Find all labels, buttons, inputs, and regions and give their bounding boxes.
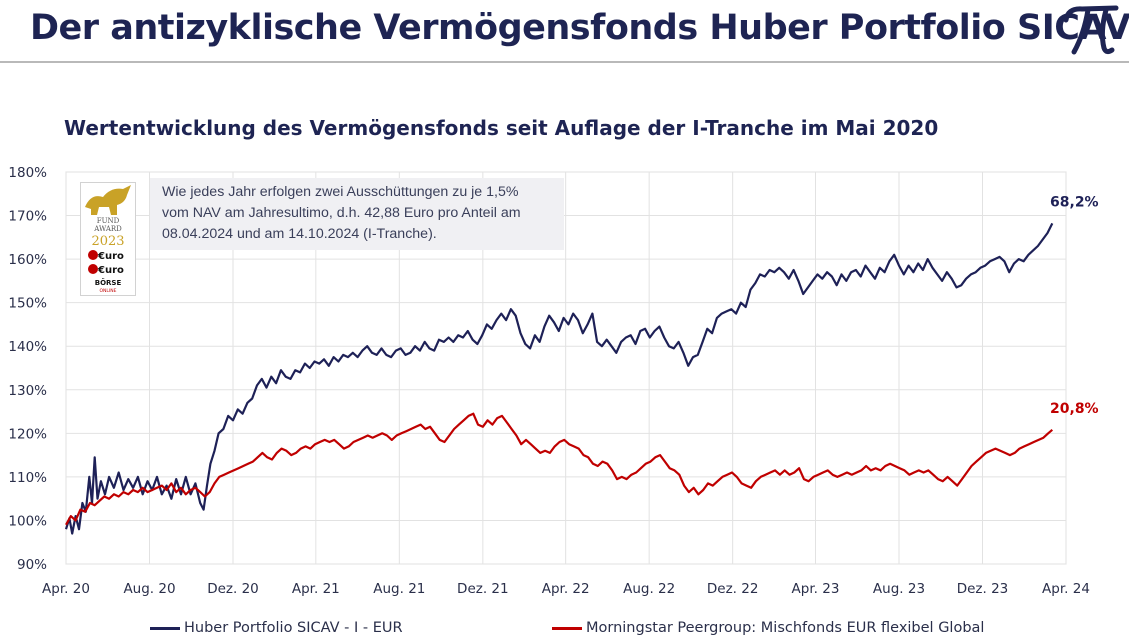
award-brand-1: €uro xyxy=(97,251,124,262)
x-tick-label: Apr. 22 xyxy=(542,581,590,597)
award-year: 2023 xyxy=(91,234,124,249)
legend-swatch-peer xyxy=(552,626,582,630)
x-tick-label: Dez. 22 xyxy=(707,581,759,597)
x-tick-label: Aug. 21 xyxy=(373,581,425,597)
award-brand-3-sub: ONLINE xyxy=(100,288,117,294)
y-tick-label: 110% xyxy=(8,470,47,486)
note-line-2: vom NAV am Jahresultimo, d.h. 42,88 Euro… xyxy=(162,205,521,221)
legend-item-fund: Huber Portfolio SICAV - I - EUR xyxy=(150,618,403,638)
y-tick-label: 120% xyxy=(8,426,47,442)
y-tick-label: 170% xyxy=(8,209,47,225)
euro-logo-icon xyxy=(88,250,98,260)
y-tick-label: 130% xyxy=(8,383,47,399)
legend-swatch-fund xyxy=(150,626,180,630)
note-line-3: 08.04.2024 und am 14.10.2024 (I-Tranche)… xyxy=(162,226,437,242)
gold-bull-icon xyxy=(85,185,131,215)
x-tick-label: Apr. 21 xyxy=(292,581,340,597)
y-tick-label: 150% xyxy=(8,296,47,312)
x-tick-label: Dez. 21 xyxy=(457,581,509,597)
award-label-1: FUND xyxy=(97,217,120,225)
y-tick-label: 180% xyxy=(8,165,47,181)
legend-label-fund: Huber Portfolio SICAV - I - EUR xyxy=(184,620,403,636)
distribution-note: Wie jedes Jahr erfolgen zwei Ausschüttun… xyxy=(150,178,564,250)
award-brand-2: €uro xyxy=(97,265,124,276)
award-label-2: AWARD xyxy=(93,225,122,233)
pi-logo-icon xyxy=(1063,5,1119,55)
series-line-fund xyxy=(64,222,1054,535)
end-label-fund: 68,2% xyxy=(1050,194,1099,210)
legend-item-peer: Morningstar Peergroup: Mischfonds EUR fl… xyxy=(552,618,984,638)
x-tick-label: Aug. 23 xyxy=(873,581,925,597)
x-tick-label: Apr. 20 xyxy=(42,581,90,597)
x-tick-label: Apr. 23 xyxy=(792,581,840,597)
x-tick-label: Dez. 23 xyxy=(957,581,1009,597)
x-tick-label: Aug. 22 xyxy=(623,581,675,597)
x-tick-label: Apr. 24 xyxy=(1042,581,1090,597)
end-label-peer: 20,8% xyxy=(1050,401,1099,417)
y-tick-label: 160% xyxy=(8,252,47,268)
page-title: Der antizyklische Vermögensfonds Huber P… xyxy=(30,8,1129,48)
award-brand-3: BÖRSE xyxy=(95,278,122,287)
brand-logo xyxy=(1060,4,1122,58)
x-tick-label: Aug. 20 xyxy=(123,581,175,597)
fund-award-badge: FUND AWARD 2023 €uro €uro BÖRSE ONLINE xyxy=(80,182,136,296)
chart-subtitle: Wertentwicklung des Vermögensfonds seit … xyxy=(64,116,939,140)
x-tick-label: Dez. 20 xyxy=(207,581,259,597)
y-tick-label: 90% xyxy=(17,557,47,573)
note-line-1: Wie jedes Jahr erfolgen zwei Ausschüttun… xyxy=(162,184,519,200)
header-divider xyxy=(0,61,1129,63)
y-tick-label: 100% xyxy=(8,513,47,529)
award-badge-graphic: FUND AWARD 2023 €uro €uro BÖRSE ONLINE xyxy=(85,185,131,294)
series-line-peer xyxy=(65,412,1054,526)
y-tick-label: 140% xyxy=(8,339,47,355)
euro-am-sonntag-logo-icon xyxy=(88,264,98,274)
legend-label-peer: Morningstar Peergroup: Mischfonds EUR fl… xyxy=(586,620,985,636)
